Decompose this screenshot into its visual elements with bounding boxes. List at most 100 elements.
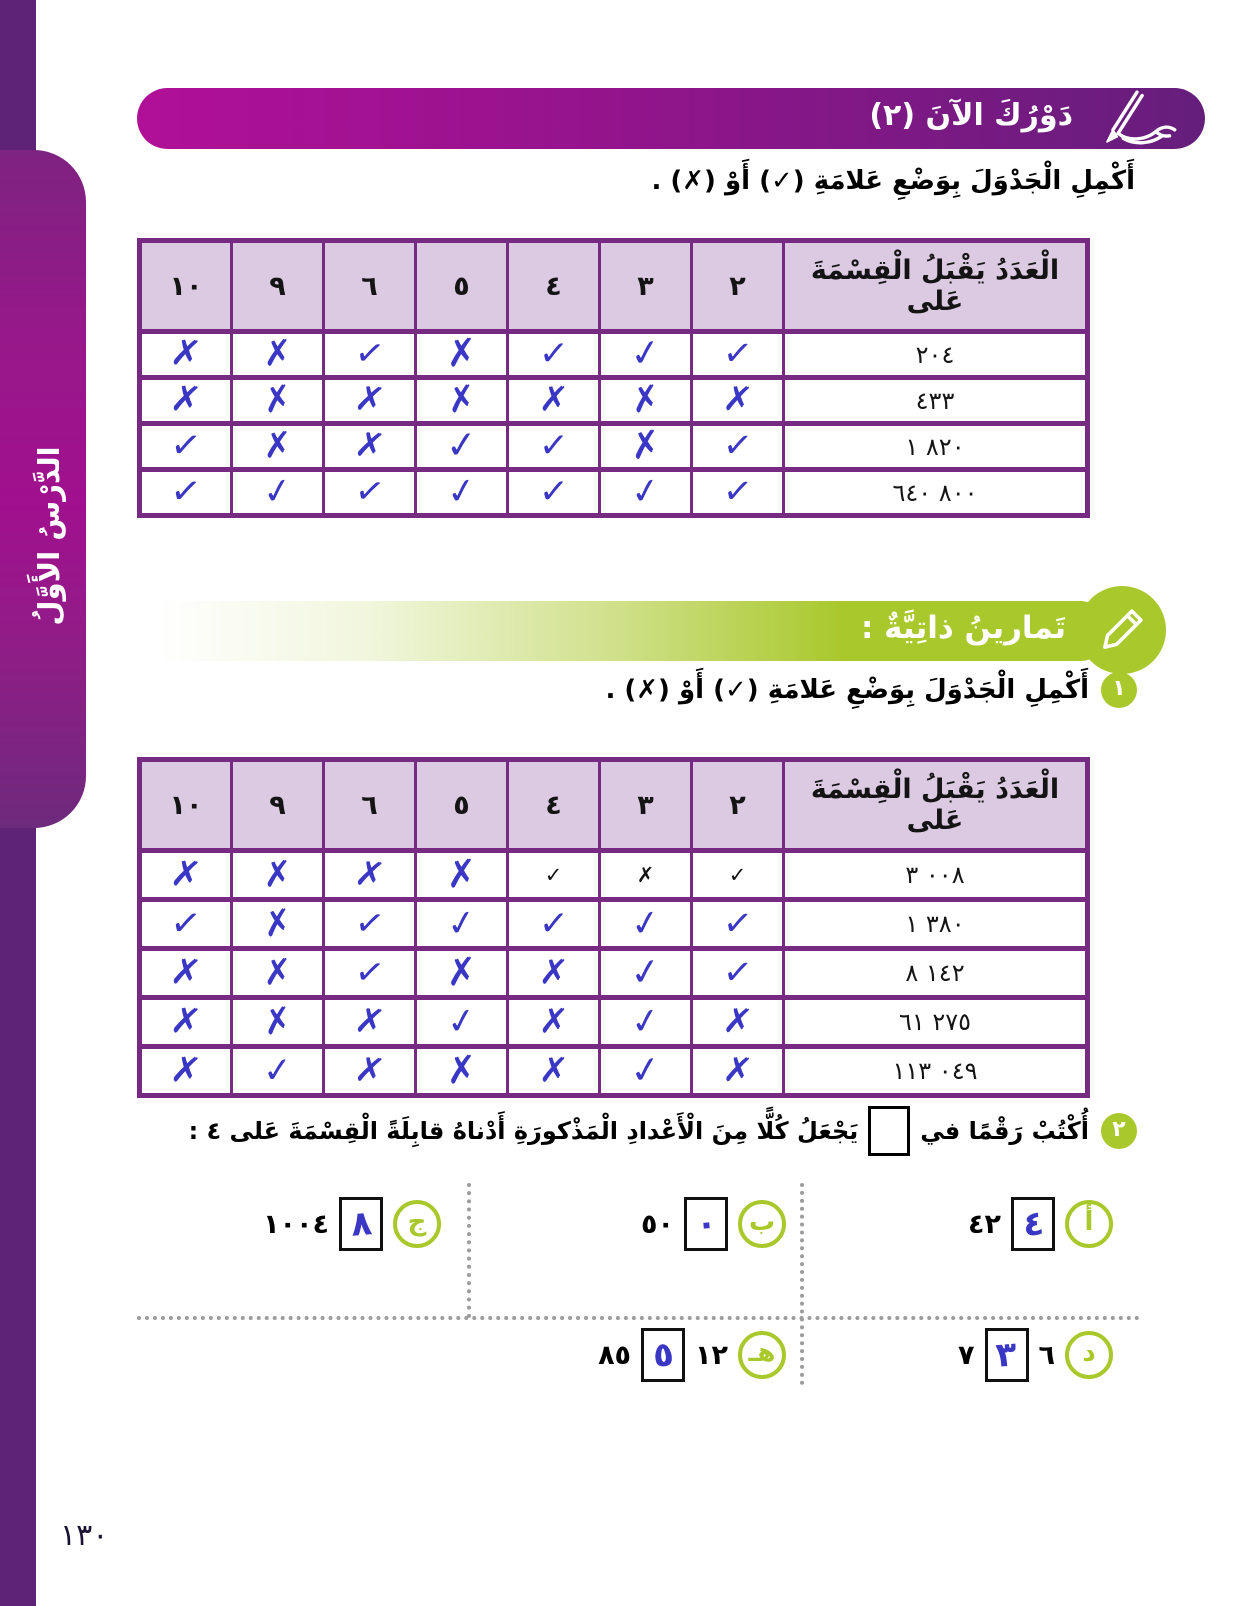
mark-cell[interactable]: ✗ — [230, 946, 325, 1000]
column-header: ٥ — [414, 238, 509, 334]
row-number: ١١٣ ٠٤٩ — [782, 1044, 1089, 1098]
table-row: ٤٣٣ ✗ ✗ ✗ ✗ ✗ ✗ ✗ — [138, 375, 1089, 426]
mark-cell[interactable]: ✗ — [322, 375, 417, 426]
answer-box[interactable]: ٥ — [641, 1328, 686, 1382]
mark-cell[interactable]: ✗ — [414, 848, 509, 902]
mark-cell[interactable]: ✗ — [690, 995, 785, 1049]
mark-cell[interactable]: ✗ — [138, 848, 233, 902]
mark-cell[interactable]: ✓ — [414, 421, 509, 472]
mark: ✗ — [627, 377, 664, 423]
mark-cell[interactable]: ✗ — [414, 375, 509, 426]
mark-cell[interactable]: ✓ — [690, 421, 785, 472]
mark: ✗ — [443, 331, 479, 377]
page-number: ١٣٠ — [60, 1518, 109, 1553]
mark: ✓ — [168, 900, 204, 946]
mark-cell[interactable]: ✓ — [690, 946, 785, 1000]
mark-cell[interactable]: ✓ — [230, 1044, 325, 1098]
mark-cell[interactable]: ✓ — [506, 329, 601, 380]
mark: ✗ — [259, 377, 296, 423]
mark: ✓ — [627, 1047, 664, 1094]
mark-cell[interactable]: ✗ — [414, 1044, 509, 1098]
mark-cell[interactable]: ✓ — [690, 897, 785, 951]
mark-cell[interactable]: ✓ — [138, 897, 233, 951]
printed-digits: ٧ — [958, 1339, 975, 1371]
mark-cell[interactable]: ✓ — [598, 946, 693, 1000]
mark-cell[interactable]: ✓ — [414, 467, 509, 518]
mark: ✓ — [351, 331, 388, 377]
mark-cell[interactable]: ✓ — [506, 421, 601, 472]
mark-cell[interactable]: ✓ — [690, 329, 785, 380]
mark: ✗ — [168, 377, 204, 423]
mark-cell[interactable]: ✗ — [506, 946, 601, 1000]
mark-cell[interactable]: ✓ — [138, 421, 233, 472]
mark-cell[interactable]: ✓ — [322, 467, 417, 518]
mark-cell[interactable]: ✓ — [414, 897, 509, 951]
mark-cell[interactable]: ✗ — [230, 897, 325, 951]
mark: ✗ — [351, 999, 388, 1044]
mark-cell[interactable]: ✗ — [230, 375, 325, 426]
mark-cell[interactable]: ✓ — [230, 467, 325, 518]
mark-cell[interactable]: ✗ — [138, 946, 233, 1000]
mark-cell[interactable]: ✗ — [690, 1044, 785, 1098]
mark-cell[interactable]: ✓ — [414, 995, 509, 1049]
mark-cell[interactable]: ✓ — [138, 467, 233, 518]
mark-cell[interactable]: ✗ — [230, 848, 325, 902]
dotted-divider-vertical — [467, 1183, 471, 1318]
mark-cell[interactable]: ✗ — [598, 848, 693, 902]
mark: ✗ — [259, 999, 296, 1044]
row-number: ٨ ١٤٢ — [782, 946, 1089, 1000]
mark-cell[interactable]: ✗ — [138, 329, 233, 380]
mark-cell[interactable]: ✓ — [506, 467, 601, 518]
printed-mark: ✓ — [728, 862, 747, 887]
mark-cell[interactable]: ✗ — [506, 375, 601, 426]
mark: ✗ — [443, 377, 480, 423]
mark-cell[interactable]: ✗ — [506, 995, 601, 1049]
lesson-label: الدَّرْسُ الأَوَّلُ — [32, 446, 66, 626]
mark-cell[interactable]: ✗ — [598, 375, 693, 426]
mark-cell[interactable]: ✓ — [690, 848, 785, 902]
table-header-label: الْعَدَدُ يَقْبَلُ الْقِسْمَةَ عَلى — [782, 757, 1089, 853]
answer-box[interactable]: ٨ — [339, 1197, 383, 1251]
mark-cell[interactable]: ✗ — [138, 995, 233, 1049]
question-2: ٢ أُكْتُبْ رَقْمًا في يَجْعَلُ كُلًّا مِ… — [189, 1106, 1137, 1156]
mark-cell[interactable]: ✓ — [598, 467, 693, 518]
mark-cell[interactable]: ✗ — [322, 421, 417, 472]
mark-cell[interactable]: ✗ — [138, 375, 233, 426]
mark-cell[interactable]: ✗ — [322, 995, 417, 1049]
mark-cell[interactable]: ✗ — [322, 848, 417, 902]
column-header: ٤ — [506, 238, 601, 334]
mark-cell[interactable]: ✓ — [506, 848, 601, 902]
mark-cell[interactable]: ✓ — [322, 329, 417, 380]
answer-box[interactable]: ٠ — [684, 1197, 728, 1251]
answer-item-b: ب ٠ ٥٠ — [641, 1197, 786, 1251]
column-header: ٦ — [322, 238, 417, 334]
handwritten-digit: ٠ — [693, 1203, 719, 1245]
mark-cell[interactable]: ✗ — [598, 421, 693, 472]
mark-cell[interactable]: ✗ — [690, 375, 785, 426]
mark: ✓ — [720, 332, 755, 376]
mark: ✗ — [168, 851, 204, 897]
mark-cell[interactable]: ✓ — [322, 897, 417, 951]
mark: ✗ — [537, 951, 570, 994]
mark-cell[interactable]: ✓ — [598, 995, 693, 1049]
column-header: ٦ — [322, 757, 417, 853]
mark-cell[interactable]: ✓ — [598, 897, 693, 951]
mark: ✓ — [627, 901, 664, 946]
mark-cell[interactable]: ✓ — [506, 897, 601, 951]
mark-cell[interactable]: ✗ — [506, 1044, 601, 1098]
mark-cell[interactable]: ✗ — [230, 995, 325, 1049]
mark-cell[interactable]: ✗ — [138, 1044, 233, 1098]
table-row: ١ ٨٢٠ ✓ ✗ ✓ ✓ ✗ ✗ ✓ — [138, 421, 1089, 472]
answer-box[interactable]: ٤ — [1011, 1197, 1055, 1251]
table-row: ٦٤٠ ٨٠٠ ✓ ✓ ✓ ✓ ✓ ✓ ✓ — [138, 467, 1089, 518]
mark-cell[interactable]: ✗ — [230, 421, 325, 472]
mark-cell[interactable]: ✗ — [414, 946, 509, 1000]
mark-cell[interactable]: ✗ — [322, 1044, 417, 1098]
mark-cell[interactable]: ✓ — [690, 467, 785, 518]
mark-cell[interactable]: ✗ — [230, 329, 325, 380]
mark-cell[interactable]: ✓ — [322, 946, 417, 1000]
answer-box[interactable]: ٣ — [984, 1328, 1029, 1382]
mark-cell[interactable]: ✗ — [414, 329, 509, 380]
mark-cell[interactable]: ✓ — [598, 329, 693, 380]
mark-cell[interactable]: ✓ — [598, 1044, 693, 1098]
